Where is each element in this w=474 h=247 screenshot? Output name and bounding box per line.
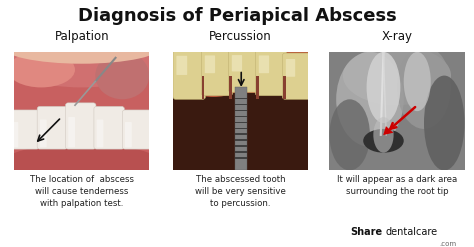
Bar: [229, 76, 231, 99]
Ellipse shape: [159, 28, 321, 87]
Bar: [235, 151, 247, 153]
FancyBboxPatch shape: [97, 120, 103, 147]
Bar: [202, 76, 204, 99]
Ellipse shape: [424, 76, 465, 170]
Text: Share: Share: [351, 227, 383, 237]
FancyBboxPatch shape: [65, 103, 96, 149]
Ellipse shape: [329, 99, 370, 170]
Text: dentalcare: dentalcare: [385, 227, 437, 237]
Text: Percussion: Percussion: [209, 30, 272, 43]
FancyBboxPatch shape: [228, 49, 259, 92]
Bar: [235, 133, 247, 135]
Ellipse shape: [0, 28, 163, 64]
Ellipse shape: [404, 52, 431, 111]
Ellipse shape: [336, 52, 404, 147]
Ellipse shape: [397, 46, 451, 129]
Ellipse shape: [363, 129, 404, 153]
FancyBboxPatch shape: [232, 55, 242, 71]
Bar: [235, 157, 247, 159]
Ellipse shape: [0, 144, 163, 185]
Bar: [235, 139, 247, 141]
Ellipse shape: [374, 117, 393, 153]
Ellipse shape: [186, 73, 240, 97]
FancyBboxPatch shape: [173, 49, 205, 99]
FancyBboxPatch shape: [286, 59, 295, 77]
Bar: [256, 76, 258, 99]
FancyBboxPatch shape: [205, 55, 215, 73]
Bar: [235, 104, 247, 105]
FancyBboxPatch shape: [125, 122, 132, 147]
Ellipse shape: [240, 73, 294, 90]
FancyBboxPatch shape: [40, 120, 46, 147]
Text: .com: .com: [439, 241, 457, 247]
Bar: [173, 52, 308, 93]
Bar: [283, 76, 285, 99]
Bar: [235, 145, 247, 147]
FancyBboxPatch shape: [176, 56, 187, 75]
FancyBboxPatch shape: [122, 110, 153, 149]
FancyBboxPatch shape: [283, 53, 311, 99]
Bar: [235, 98, 247, 99]
Text: It will appear as a dark area
surrounding the root tip: It will appear as a dark area surroundin…: [337, 175, 457, 196]
Bar: [235, 116, 247, 117]
Text: The abscessed tooth
will be very sensitive
to percussion.: The abscessed tooth will be very sensiti…: [195, 175, 286, 208]
Text: Palpation: Palpation: [55, 30, 109, 43]
Ellipse shape: [8, 52, 75, 87]
Ellipse shape: [343, 46, 451, 105]
FancyBboxPatch shape: [11, 122, 18, 147]
Text: X-ray: X-ray: [382, 30, 412, 43]
Ellipse shape: [0, 28, 163, 87]
FancyBboxPatch shape: [259, 55, 269, 73]
FancyBboxPatch shape: [68, 117, 75, 147]
Bar: [235, 122, 247, 123]
Bar: [235, 110, 247, 111]
Text: Diagnosis of Periapical Abscess: Diagnosis of Periapical Abscess: [78, 7, 396, 25]
FancyBboxPatch shape: [94, 106, 124, 149]
FancyBboxPatch shape: [201, 49, 232, 96]
FancyBboxPatch shape: [255, 49, 286, 96]
Ellipse shape: [366, 52, 401, 123]
Bar: [235, 87, 247, 170]
Text: The location of  abscess
will cause tenderness
with palpation test.: The location of abscess will cause tende…: [30, 175, 134, 208]
FancyBboxPatch shape: [9, 110, 39, 149]
Ellipse shape: [95, 52, 149, 99]
FancyBboxPatch shape: [37, 106, 68, 149]
Bar: [235, 127, 247, 129]
